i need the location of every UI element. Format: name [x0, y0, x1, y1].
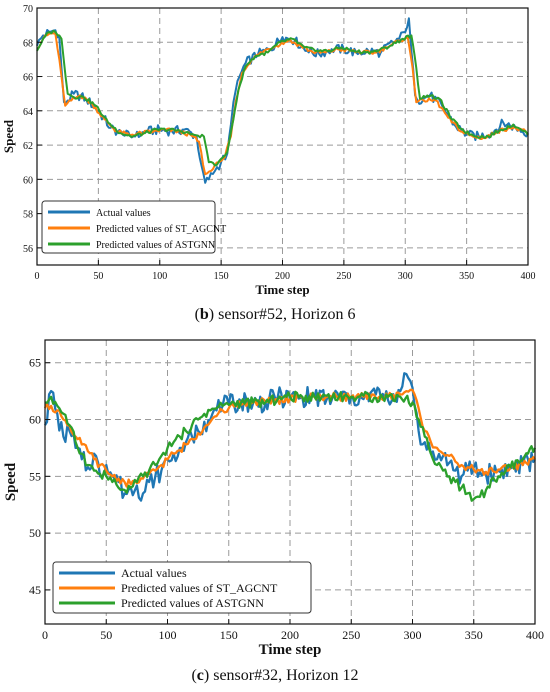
series-lines — [36, 17, 529, 184]
y-tick-label: 62 — [23, 141, 33, 152]
y-tick-label: 64 — [23, 107, 33, 118]
y-tick-label: 60 — [23, 175, 33, 186]
legend-label: Predicted values of ASTGNN — [121, 596, 264, 610]
x-tick-label: 150 — [220, 628, 238, 642]
y-tick-label: 45 — [29, 583, 41, 597]
ticks: 0 50 100 150 200 250 300 350 400 45 50 55 60 65 — [29, 356, 544, 642]
x-tick-label: 300 — [398, 271, 413, 282]
chart-sensor32: 0 50 100 150 200 250 300 350 400 45 50 55 60 65 Time s… — [3, 339, 544, 658]
caption-c: (c) sensor#32, Horizon 12 — [191, 667, 359, 684]
x-tick-label: 100 — [159, 628, 177, 642]
x-axis-label: Time step — [259, 642, 322, 658]
series-lines — [43, 372, 537, 502]
x-tick-label: 200 — [275, 271, 290, 282]
x-tick-label: 50 — [93, 271, 103, 282]
x-tick-label: 150 — [214, 271, 229, 282]
caption-b-text: sensor#52, Horizon 6 — [214, 306, 356, 323]
caption-c-letter: c — [196, 667, 204, 684]
y-axis-label: Speed — [3, 462, 19, 501]
y-tick-label: 65 — [29, 356, 41, 370]
y-tick-label: 50 — [29, 526, 41, 540]
y-tick-label: 56 — [23, 244, 33, 255]
y-axis-label: Speed — [1, 119, 16, 153]
legend-label: Predicted values of ST_AGCNT — [121, 581, 278, 595]
y-tick-label: 58 — [23, 210, 33, 221]
series-line-2 — [36, 29, 529, 167]
x-axis-label: Time step — [255, 282, 309, 297]
legend-box — [52, 561, 312, 614]
y-tick-label: 68 — [23, 38, 33, 49]
caption-b-letter: b — [199, 306, 209, 323]
chart-sensor52: 0 50 100 150 200 250 300 350 400 56 58 60 62 64 66 68 70… — [1, 4, 536, 297]
legend: Actual values Predicted values of ST_AGCN… — [41, 200, 226, 254]
caption-b: (b) sensor#52, Horizon 6 — [194, 306, 356, 323]
x-tick-label: 0 — [35, 271, 40, 282]
x-tick-label: 400 — [526, 628, 544, 642]
series-line-2 — [44, 390, 537, 502]
x-tick-label: 350 — [465, 628, 483, 642]
legend-label: Predicted values of ASTGNN — [96, 240, 215, 251]
x-tick-label: 50 — [100, 628, 112, 642]
ticks: 0 50 100 150 200 250 300 350 400 56 58 60 62 64 66 68 70 — [23, 4, 536, 282]
legend-label: Actual values — [121, 566, 187, 580]
x-tick-label: 200 — [281, 628, 299, 642]
x-tick-label: 350 — [459, 271, 474, 282]
x-tick-label: 300 — [404, 628, 422, 642]
x-tick-label: 400 — [521, 271, 536, 282]
x-tick-label: 0 — [42, 628, 48, 642]
x-tick-label: 250 — [342, 628, 360, 642]
legend-box — [41, 200, 216, 254]
x-tick-label: 100 — [152, 271, 167, 282]
legend-label: Actual values — [96, 208, 151, 219]
x-tick-label: 250 — [336, 271, 351, 282]
y-tick-label: 60 — [29, 413, 41, 427]
y-tick-label: 55 — [29, 469, 41, 483]
y-tick-label: 70 — [23, 4, 33, 15]
legend-label: Predicted values of ST_AGCNT — [96, 224, 226, 235]
y-tick-label: 66 — [23, 73, 33, 84]
caption-c-text: sensor#32, Horizon 12 — [209, 667, 359, 684]
